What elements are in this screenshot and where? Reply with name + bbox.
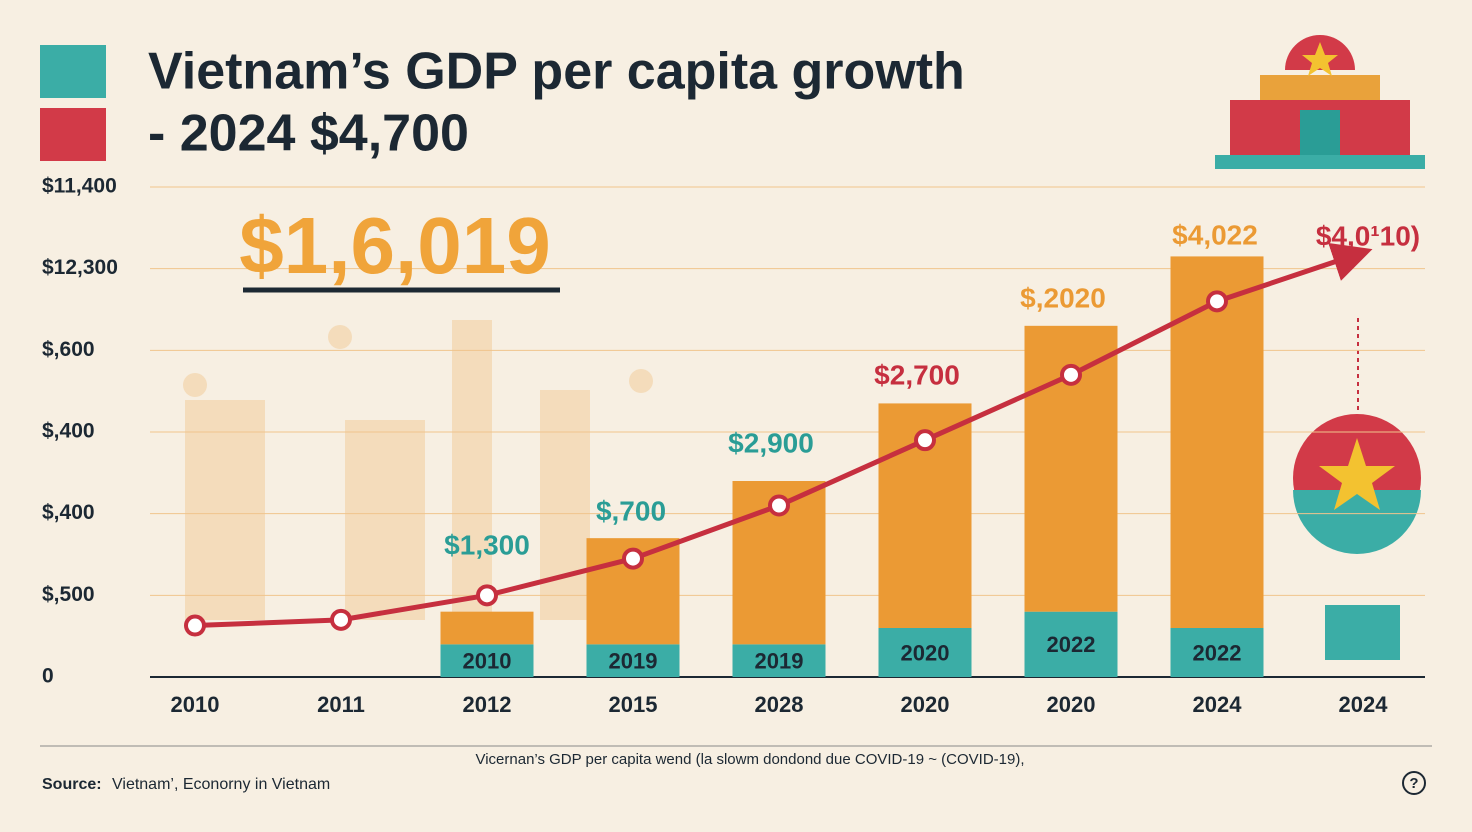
line-point bbox=[330, 608, 352, 631]
annotation: $,2020 bbox=[1020, 282, 1106, 313]
decor-building bbox=[1325, 605, 1400, 660]
flag-globe bbox=[1293, 318, 1421, 660]
bar-segment bbox=[1024, 611, 1118, 677]
x-tick-label: 2010 bbox=[171, 692, 220, 717]
temple-icon bbox=[1215, 35, 1425, 169]
line-point bbox=[184, 614, 206, 637]
y-tick-label: $12,300 bbox=[42, 256, 118, 279]
segment-label: 2019 bbox=[609, 648, 658, 673]
annotation: $4,022 bbox=[1172, 219, 1258, 250]
x-tick-label: 2011 bbox=[317, 692, 365, 717]
decor-circle bbox=[183, 373, 207, 397]
x-tick-label: 2015 bbox=[609, 692, 658, 717]
star bbox=[1302, 42, 1338, 76]
x-tick-label: 2020 bbox=[1047, 692, 1096, 717]
y-tick-label: $,600 bbox=[42, 338, 95, 361]
annotation: $2,900 bbox=[728, 427, 814, 458]
y-tick-label: $,400 bbox=[42, 420, 95, 443]
y-tick-label: $,400 bbox=[42, 501, 95, 524]
bar-segment bbox=[440, 611, 534, 645]
help-icon[interactable] bbox=[1402, 771, 1426, 795]
line-point bbox=[914, 429, 936, 452]
building bbox=[540, 390, 590, 620]
decor-circle bbox=[629, 369, 653, 393]
bar-segment bbox=[440, 644, 534, 677]
segment-label: 2020 bbox=[901, 640, 950, 665]
y-tick-label: 0 bbox=[42, 665, 54, 688]
x-tick-label: 2020 bbox=[901, 692, 950, 717]
y-tick-label: $11,400 bbox=[42, 175, 117, 198]
x-tick-label: 2012 bbox=[463, 692, 512, 717]
x-tick-label: 2024 bbox=[1193, 692, 1243, 717]
bar-segment bbox=[586, 644, 680, 677]
line-point bbox=[622, 547, 644, 570]
segment-label: 2022 bbox=[1047, 632, 1096, 657]
bar-segment bbox=[878, 628, 972, 677]
building bbox=[452, 320, 492, 620]
temple-base bbox=[1215, 155, 1425, 169]
x-tick-label: 2028 bbox=[755, 692, 804, 717]
line-point bbox=[476, 584, 498, 607]
line-point bbox=[1060, 363, 1082, 386]
chart-title: Vietnam’s GDP per capita growth bbox=[148, 43, 965, 101]
x-tick-label: 2024 bbox=[1339, 692, 1389, 717]
temple-roof bbox=[1260, 75, 1380, 100]
star bbox=[1319, 438, 1395, 510]
annotation: $2,700 bbox=[874, 359, 960, 390]
building bbox=[345, 420, 425, 620]
y-tick-label: $,500 bbox=[42, 583, 95, 606]
segment-label: 2010 bbox=[463, 648, 512, 673]
annotation: $,700 bbox=[596, 495, 666, 526]
bar-segment bbox=[1170, 628, 1264, 677]
annotation: $4,0¹10) bbox=[1316, 220, 1420, 251]
annotation: $1,300 bbox=[444, 529, 530, 560]
source-label: Source: bbox=[42, 776, 102, 793]
segment-label: 2019 bbox=[755, 648, 804, 673]
decor-square bbox=[40, 108, 106, 161]
annotation: $1,6,019 bbox=[239, 201, 550, 290]
source: Vietnam’, Econorny in Vietnam bbox=[112, 776, 330, 793]
decor-square bbox=[40, 45, 106, 98]
segment-label: 2022 bbox=[1193, 640, 1242, 665]
chart-subtitle: - 2024 $4,700 bbox=[148, 105, 469, 163]
line-point bbox=[1206, 290, 1228, 313]
globe-sea bbox=[1293, 490, 1421, 554]
building bbox=[185, 400, 265, 620]
footnote: Vicernan’s GDP per capita wend (la slowm… bbox=[475, 751, 1024, 768]
temple-door bbox=[1300, 110, 1340, 155]
bar-segment bbox=[732, 644, 826, 677]
line-point bbox=[768, 494, 790, 517]
help-label[interactable]: ? bbox=[1409, 775, 1418, 792]
decor-circle bbox=[328, 325, 352, 349]
